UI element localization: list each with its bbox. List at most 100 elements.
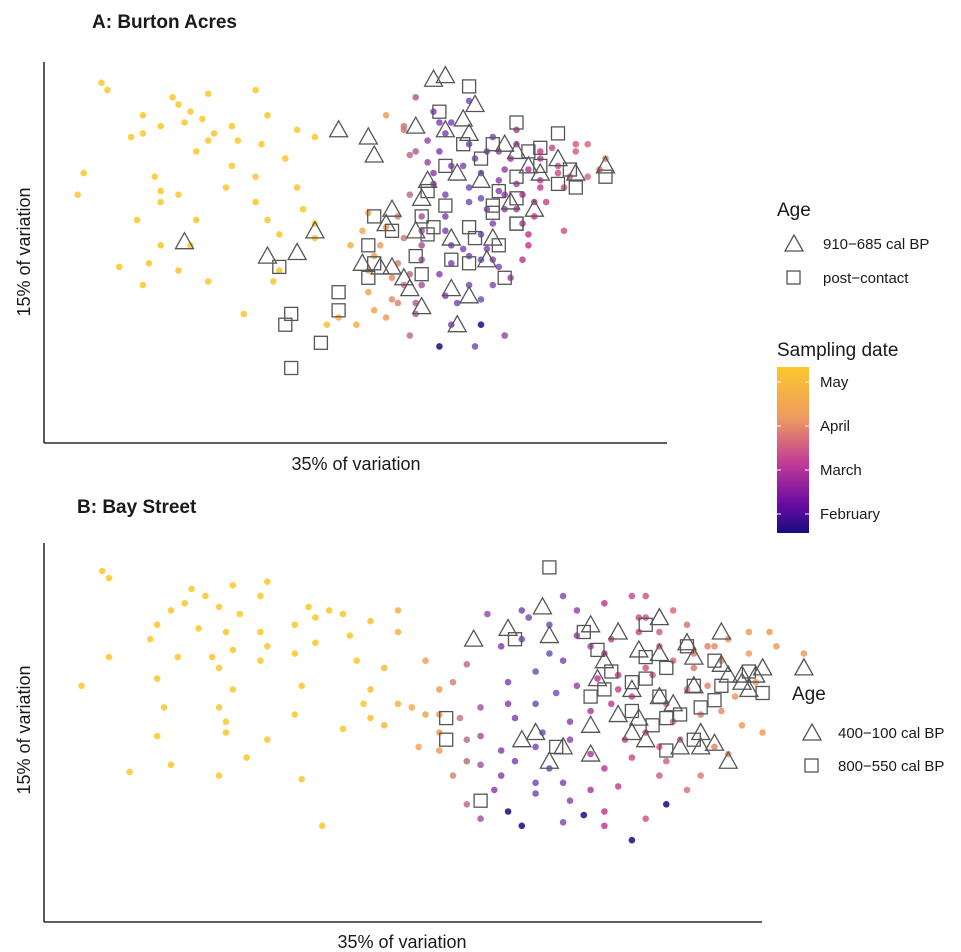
panel-a-point bbox=[311, 133, 319, 141]
panel-b-point bbox=[264, 643, 271, 650]
panel-a-square-marker bbox=[550, 176, 566, 192]
panel-b-point bbox=[463, 801, 471, 808]
legend-a-age-title: Age bbox=[777, 200, 811, 221]
panel-a-point bbox=[157, 187, 164, 195]
panel-b-point bbox=[463, 757, 471, 765]
panel-a-triangle-marker bbox=[328, 119, 349, 138]
panel-a-point bbox=[276, 267, 283, 274]
panel-a-triangle-marker bbox=[453, 108, 474, 127]
panel-a-point bbox=[584, 140, 591, 148]
panel-b-triangle-marker bbox=[718, 750, 739, 769]
panel-b-point bbox=[98, 567, 106, 575]
panel-b-point bbox=[394, 628, 402, 636]
panel-a-point bbox=[347, 242, 354, 249]
panel-a-point bbox=[436, 343, 443, 350]
panel-a-triangle-marker bbox=[506, 141, 527, 160]
panel-b-square-marker bbox=[659, 710, 674, 726]
panel-b-point bbox=[628, 836, 636, 844]
panel-a-point bbox=[406, 332, 414, 339]
panel-a-triangle-marker bbox=[364, 144, 385, 163]
panel-a-triangle-marker bbox=[435, 65, 456, 84]
panel-a-point bbox=[495, 177, 503, 184]
panel-b-square-marker bbox=[686, 732, 701, 747]
panel-b-point bbox=[291, 711, 299, 718]
panel-b-point bbox=[367, 714, 374, 722]
panel-b-point bbox=[766, 628, 773, 636]
panel-a-point bbox=[465, 281, 473, 289]
legend-b-triangle-icon bbox=[801, 722, 823, 741]
panel-a-triangle-marker bbox=[405, 220, 426, 239]
panel-b-point bbox=[511, 714, 519, 722]
panel-b-point bbox=[587, 786, 594, 794]
panel-a-square-marker bbox=[420, 183, 435, 199]
panel-a-square-marker bbox=[313, 335, 329, 350]
panel-b-point bbox=[188, 585, 195, 593]
panel-b-point bbox=[704, 682, 711, 690]
legend-b-age-title: Age bbox=[792, 684, 826, 705]
panel-b-point bbox=[594, 675, 601, 682]
panel-b-triangle-marker bbox=[676, 632, 698, 651]
panel-a-point bbox=[127, 133, 135, 141]
panel-a-point bbox=[489, 281, 497, 289]
panel-b-point bbox=[449, 678, 457, 686]
panel-a-square-marker bbox=[284, 306, 299, 322]
panel-a-point bbox=[264, 216, 271, 224]
panel-a-square-marker bbox=[562, 162, 578, 177]
panel-a-point bbox=[204, 278, 212, 285]
panel-a-point bbox=[459, 162, 467, 170]
panel-a-point bbox=[370, 252, 378, 260]
panel-b-point bbox=[394, 607, 402, 614]
panel-a-point bbox=[412, 94, 420, 101]
panel-b-triangle-marker bbox=[635, 729, 656, 748]
panel-a-point bbox=[210, 130, 218, 137]
panel-b-point bbox=[573, 607, 581, 614]
legend-a-color-title: Sampling date bbox=[777, 340, 898, 361]
panel-b-point bbox=[559, 819, 567, 826]
panel-a-triangle-marker bbox=[399, 278, 420, 297]
panel-b-point bbox=[580, 811, 588, 819]
panel-a-square-marker bbox=[521, 144, 536, 159]
panel-b-point bbox=[628, 592, 636, 600]
panel-b-triangle-marker bbox=[532, 596, 553, 615]
panel-a-point bbox=[228, 162, 236, 170]
panel-a-point bbox=[418, 281, 426, 289]
legend-b-age-1: 400−100 cal BP bbox=[838, 725, 944, 742]
panel-a-point bbox=[139, 130, 147, 137]
panel-b-point bbox=[229, 686, 237, 693]
panel-b-point bbox=[511, 757, 519, 765]
panel-b-point bbox=[436, 686, 443, 693]
panel-b-points bbox=[78, 567, 808, 844]
panel-b-point bbox=[222, 628, 230, 636]
panel-a-triangle-marker bbox=[381, 256, 403, 275]
panel-a-square-marker bbox=[461, 256, 477, 271]
panel-b-triangle-marker bbox=[793, 657, 815, 676]
panel-b-point bbox=[339, 725, 347, 733]
panel-a-point bbox=[157, 122, 164, 130]
panel-a-point bbox=[169, 94, 176, 101]
panel-b-point bbox=[532, 743, 539, 751]
panel-b-point bbox=[394, 700, 402, 708]
panel-b-point bbox=[215, 772, 223, 779]
panel-a-point bbox=[436, 119, 443, 126]
panel-b-point bbox=[532, 790, 539, 797]
panel-a-point bbox=[584, 173, 591, 180]
panel-b-point bbox=[215, 704, 223, 711]
panel-a-triangle-marker bbox=[458, 285, 480, 304]
panel-b-point bbox=[484, 610, 491, 618]
panel-a-point bbox=[276, 231, 283, 238]
panel-b-square-marker bbox=[672, 707, 688, 722]
legend-a-age-1: 910−685 cal BP bbox=[823, 236, 929, 253]
panel-b-y-axis-title: 15% of variation bbox=[14, 665, 34, 794]
panel-a-point bbox=[240, 310, 248, 318]
panel-a-square-marker bbox=[485, 198, 500, 213]
panel-b-triangle-marker bbox=[511, 729, 532, 748]
panel-a-point bbox=[204, 90, 212, 97]
panel-b-triangle-marker bbox=[608, 621, 629, 640]
panel-a-square-marker bbox=[473, 151, 489, 166]
panel-a-shapes bbox=[174, 65, 616, 376]
panel-b-point bbox=[711, 643, 718, 650]
panel-a-square-marker bbox=[414, 209, 429, 224]
panel-b-point bbox=[105, 653, 113, 661]
panel-b-point bbox=[559, 657, 567, 664]
panel-b-point bbox=[229, 582, 237, 589]
